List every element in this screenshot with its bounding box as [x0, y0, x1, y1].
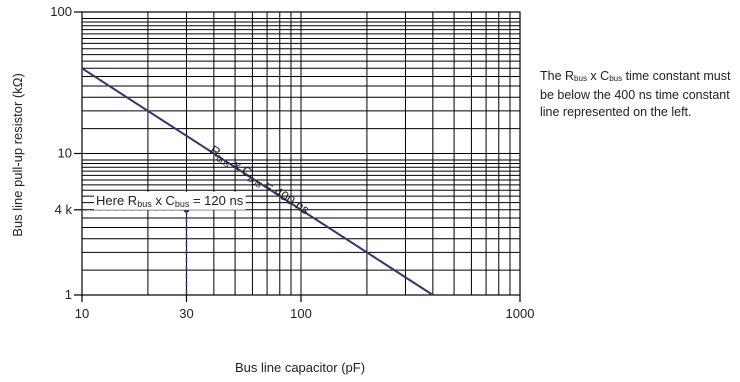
note-text-2: x C	[586, 69, 610, 83]
grid	[82, 12, 520, 295]
x-axis-title: Bus line capacitor (pF)	[235, 360, 365, 375]
x-tick-label: 1000	[506, 306, 535, 321]
tick-labels: 1 4 k 10 100 10 30 100 1000	[50, 4, 534, 321]
example-label-bg	[94, 191, 246, 210]
note-text-1: The R	[540, 69, 575, 83]
x-tick-label: 30	[179, 306, 193, 321]
y-axis-title: Bus line pull-up resistor (kΩ)	[10, 73, 25, 237]
y-tick-label: 100	[50, 4, 72, 19]
note-sub-1: bus	[574, 74, 587, 83]
x-tick-label: 10	[75, 306, 89, 321]
y-tick-label: 1	[65, 287, 72, 302]
axes	[74, 11, 521, 302]
example-label-part: Here R	[96, 193, 137, 208]
explanation-note: The Rbus x Cbus time constant must be be…	[540, 68, 740, 121]
example-label-part: bus	[137, 199, 152, 209]
example-label-part: x C	[152, 193, 175, 208]
series-line-400ns	[81, 67, 434, 296]
y-tick-label: 10	[58, 146, 72, 161]
example-label-part: = 120 ns	[189, 193, 243, 208]
y-tick-label: 4 k	[55, 202, 73, 217]
example-label-part: bus	[175, 199, 190, 209]
x-tick-label: 100	[290, 306, 312, 321]
note-sub-2: bus	[609, 74, 623, 83]
example-point-label: Here Rbus x Cbus = 120 ns	[96, 193, 244, 209]
note-text-3: time constant must be below the 400 ns t…	[540, 69, 731, 119]
